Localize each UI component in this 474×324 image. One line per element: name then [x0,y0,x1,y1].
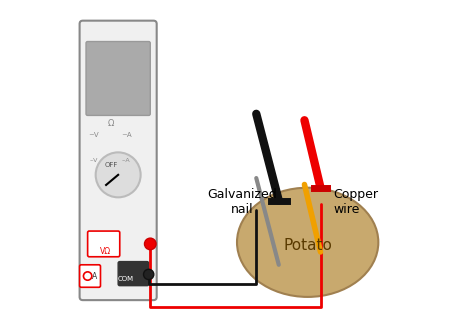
Text: Potato: Potato [283,238,332,253]
Text: COM: COM [118,276,134,282]
FancyBboxPatch shape [86,41,150,115]
Circle shape [144,269,154,280]
Text: Galvanized
nail: Galvanized nail [207,188,277,216]
Text: VΩ: VΩ [100,248,111,256]
Text: OFF: OFF [104,162,118,168]
Circle shape [83,272,92,280]
FancyBboxPatch shape [80,21,157,300]
Text: Copper
wire: Copper wire [333,188,378,216]
FancyBboxPatch shape [118,261,149,286]
Text: ~A: ~A [121,132,131,138]
Ellipse shape [237,188,378,297]
Text: Ω: Ω [108,119,114,128]
FancyBboxPatch shape [80,265,100,287]
Text: --A: --A [122,158,130,163]
FancyBboxPatch shape [88,231,120,257]
Circle shape [145,238,156,250]
Text: ~V: ~V [89,132,100,138]
Text: --V: --V [90,158,98,163]
Circle shape [96,152,141,197]
Text: A: A [92,272,98,281]
